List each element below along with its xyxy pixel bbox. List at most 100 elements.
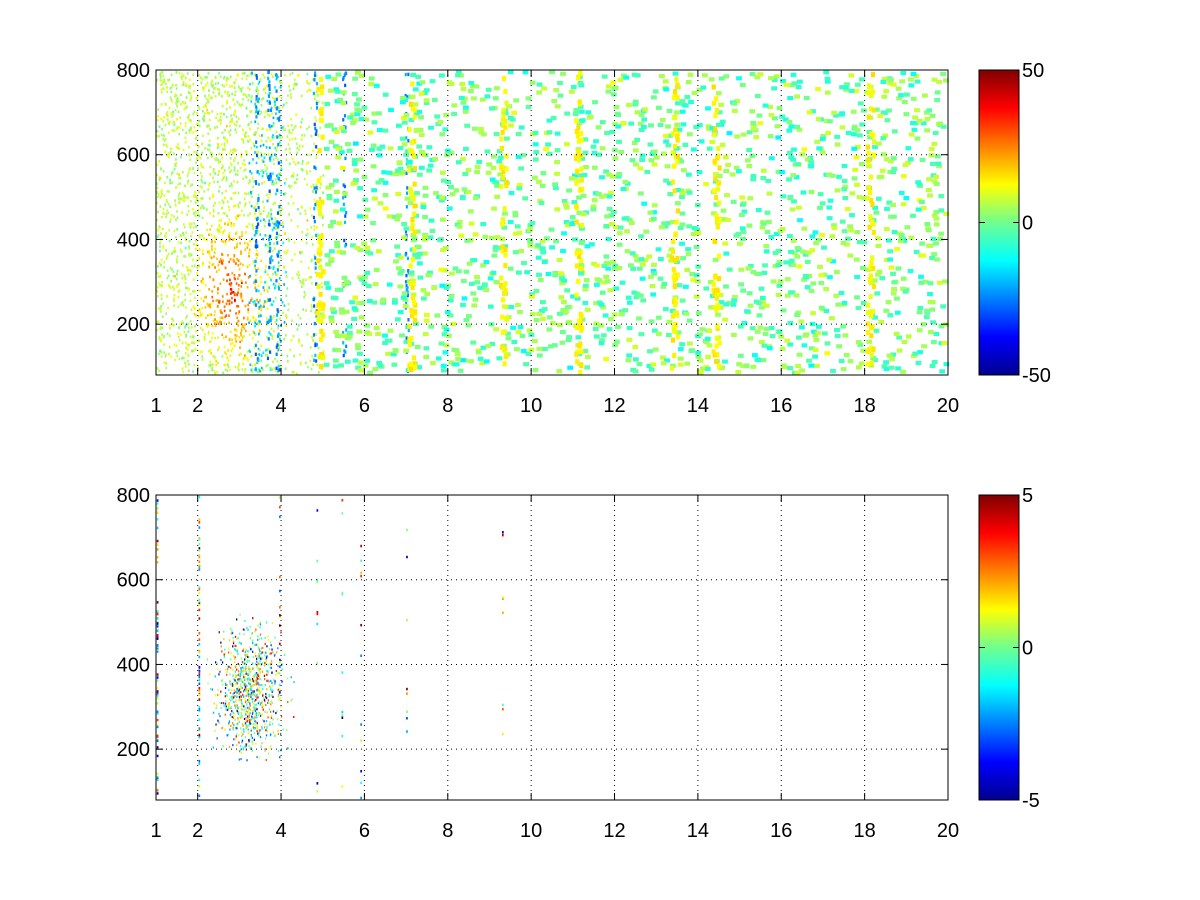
heatmap-cell [279,144,282,148]
heatmap-cell [184,276,187,279]
heatmap-cell [314,71,317,75]
heatmap-cell [243,197,246,200]
heatmap-cell [257,301,260,304]
heatmap-cell [168,334,171,337]
heatmap-cell [938,208,945,213]
heatmap-cell [211,246,213,250]
heatmap-cell [291,371,294,374]
heatmap-cell [501,304,508,309]
heatmap-cell [193,212,195,215]
heatmap-cell [306,219,309,222]
heatmap-cell [401,235,407,240]
heatmap-cell [212,176,214,180]
heatmap-cell [285,275,288,278]
heatmap-cell [299,363,302,366]
heatmap-cell [204,94,206,98]
heatmap-cell [941,341,948,346]
heatmap-cell [591,150,598,156]
heatmap-cell [316,178,321,184]
heatmap-cell [268,124,271,128]
heatmap-cell [239,167,242,170]
heatmap-cell [230,182,233,185]
heatmap-cell [239,242,241,245]
heatmap-cell [285,148,287,151]
heatmap-cell [222,212,225,215]
heatmap-cell [412,252,418,257]
heatmap-cell [755,271,762,276]
heatmap-cell [256,151,258,154]
heatmap-cell [160,117,163,121]
heatmap-cell [310,226,312,229]
heatmap-cell [480,222,487,227]
heatmap-cell [834,269,840,274]
heatmap-cell [403,348,409,353]
heatmap-cell [235,131,238,134]
heatmap-cell [249,239,252,243]
heatmap-cell [768,156,775,161]
heatmap-cell [412,211,417,217]
heatmap-cell [924,116,931,121]
heatmap-cell [312,215,315,220]
heatmap-cell [364,207,371,212]
heatmap-cell [182,148,185,152]
heatmap-cell [204,76,206,79]
heatmap-cell [187,116,189,119]
heatmap-cell [292,174,294,178]
heatmap-cell [618,149,625,155]
heatmap-cell [403,226,410,231]
heatmap-cell [189,270,192,273]
heatmap-cell [207,72,210,75]
heatmap-cell [229,162,232,165]
heatmap-cell [255,303,258,307]
heatmap-cell [320,258,322,262]
heatmap-cell [256,322,259,325]
heatmap-cell [281,221,284,225]
heatmap-cell [279,179,281,183]
heatmap-cell [257,127,259,130]
heatmap-cell [161,192,163,196]
heatmap-cell [269,159,272,162]
heatmap-cell [460,100,467,105]
heatmap-cell [210,256,213,260]
heatmap-cell [351,161,358,167]
heatmap-cell [217,136,219,140]
heatmap-cell [679,99,686,104]
heatmap-cell [275,369,277,373]
heatmap-cell [220,311,223,314]
heatmap-cell [255,74,258,78]
heatmap-cell [405,205,408,209]
heatmap-cell [755,208,762,213]
heatmap-cell [731,108,738,113]
heatmap-cell [239,104,242,108]
heatmap-cell [422,251,428,256]
heatmap-cell [854,295,860,300]
heatmap-cell [217,119,220,123]
heatmap-cell [166,145,168,148]
heatmap-cell [676,127,683,132]
heatmap-cell [760,168,767,173]
heatmap-cell [612,342,618,347]
heatmap-cell [386,214,393,219]
heatmap-cell [257,82,260,86]
heatmap-cell [542,346,548,352]
heatmap-cell [564,111,571,116]
heatmap-cell [210,352,212,355]
heatmap-cell [285,314,287,317]
heatmap-cell [255,105,258,109]
heatmap-cell [221,178,223,182]
heatmap-cell [160,305,162,308]
heatmap-cell [198,339,200,343]
heatmap-cell [272,300,275,303]
heatmap-cell [301,231,304,234]
heatmap-cell [250,369,253,373]
heatmap-cell [268,241,271,246]
heatmap-cell [189,167,192,170]
heatmap-cell [257,368,260,371]
heatmap-cell [177,241,180,244]
heatmap-cell [626,325,633,331]
heatmap-cell [178,71,181,75]
heatmap-cell [932,130,939,135]
heatmap-cell [325,185,332,190]
heatmap-cell [578,83,585,88]
heatmap-cell [922,93,928,98]
